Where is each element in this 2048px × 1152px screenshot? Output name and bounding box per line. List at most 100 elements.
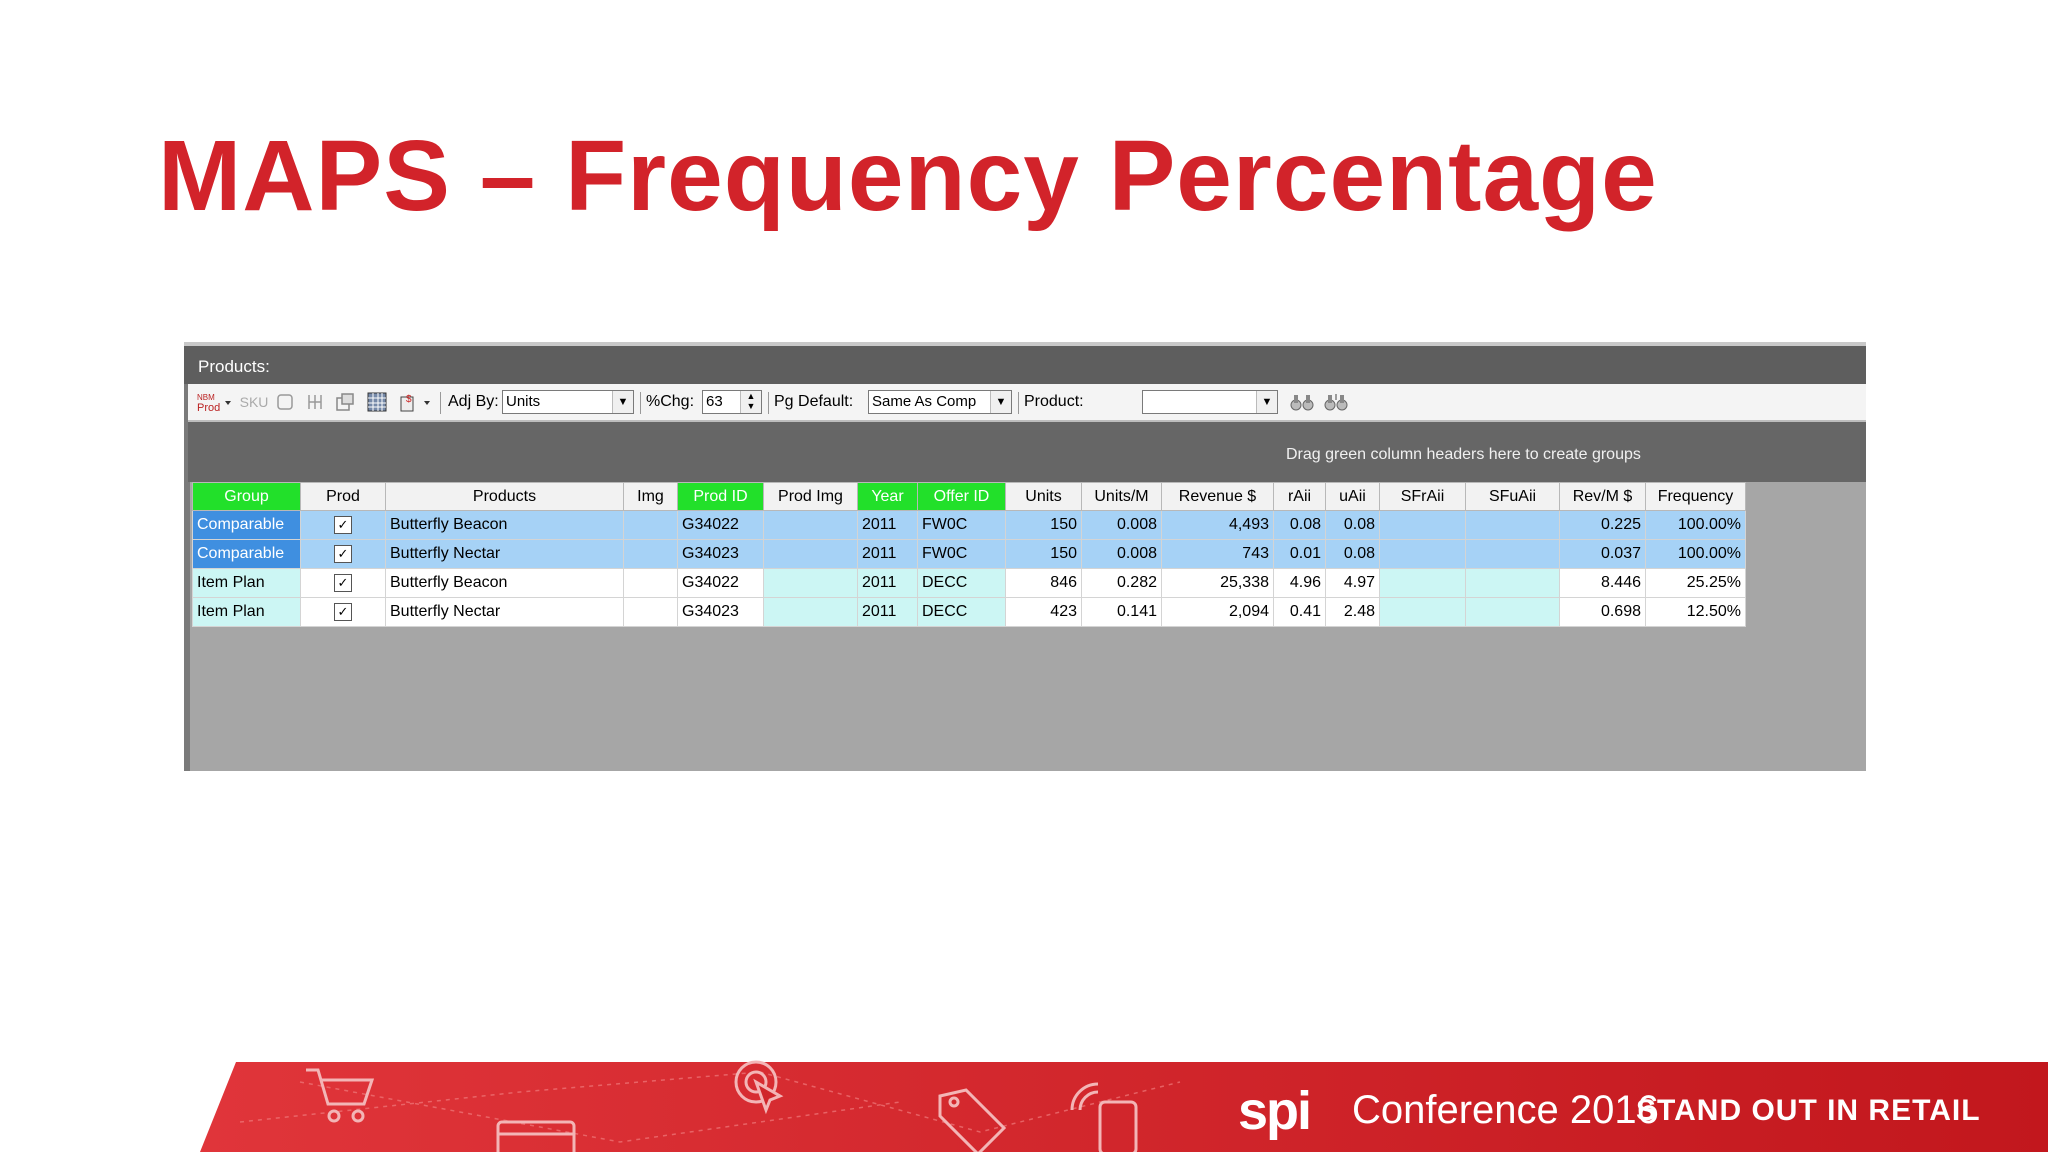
group-cell[interactable]: Comparable [192, 510, 301, 540]
rev-m-cell[interactable]: 0.225 [1559, 510, 1646, 540]
raii-cell[interactable]: 4.96 [1273, 568, 1326, 598]
col-header-year[interactable]: Year [857, 482, 918, 511]
col-header-sfraii[interactable]: SFrAii [1379, 482, 1466, 511]
revenue-cell[interactable]: 25,338 [1161, 568, 1274, 598]
sfraii-cell[interactable] [1379, 568, 1466, 598]
rev-m-cell[interactable]: 0.698 [1559, 597, 1646, 627]
img-cell[interactable] [623, 539, 678, 569]
product-cell[interactable]: Butterfly Beacon [385, 568, 624, 598]
rev-m-cell[interactable]: 0.037 [1559, 539, 1646, 569]
frequency-cell[interactable]: 100.00% [1645, 510, 1746, 540]
product-cell[interactable]: Butterfly Nectar [385, 539, 624, 569]
group-cell[interactable]: Item Plan [192, 568, 301, 598]
year-cell[interactable]: 2011 [857, 597, 918, 627]
frequency-cell[interactable]: 25.25% [1645, 568, 1746, 598]
col-header-group[interactable]: Group [192, 482, 301, 511]
copy-icon[interactable] [332, 390, 358, 414]
prod-img-cell[interactable] [763, 597, 858, 627]
prod-cell[interactable]: ✓ [300, 539, 386, 569]
col-header-units-m[interactable]: Units/M [1081, 482, 1162, 511]
col-header-prod-img[interactable]: Prod Img [763, 482, 858, 511]
prod-checkbox[interactable]: ✓ [334, 574, 352, 592]
prod-checkbox[interactable]: ✓ [334, 603, 352, 621]
uaii-cell[interactable]: 2.48 [1325, 597, 1380, 627]
units-cell[interactable]: 150 [1005, 510, 1082, 540]
prod-id-cell[interactable]: G34023 [677, 597, 764, 627]
sku-icon[interactable]: SKU [239, 394, 269, 410]
sfuaii-cell[interactable] [1465, 510, 1560, 540]
col-header-offer-id[interactable]: Offer ID [917, 482, 1006, 511]
offer-id-cell[interactable]: DECC [917, 568, 1006, 598]
prod-cell[interactable]: ✓ [300, 510, 386, 540]
table-row[interactable]: Comparable ✓ Butterfly Beacon G34022 201… [192, 510, 1746, 540]
chevron-down-icon[interactable]: ▼ [1256, 391, 1277, 413]
prod-id-cell[interactable]: G34022 [677, 510, 764, 540]
sfuaii-cell[interactable] [1465, 539, 1560, 569]
product-cell[interactable]: Butterfly Nectar [385, 597, 624, 627]
year-cell[interactable]: 2011 [857, 539, 918, 569]
col-header-uaii[interactable]: uAii [1325, 482, 1380, 511]
units-cell[interactable]: 150 [1005, 539, 1082, 569]
adj-by-select[interactable]: Units ▼ [502, 390, 634, 414]
table-row[interactable]: Item Plan ✓ Butterfly Beacon G34022 2011… [192, 568, 1746, 598]
col-header-raii[interactable]: rAii [1273, 482, 1326, 511]
prod-checkbox[interactable]: ✓ [334, 545, 352, 563]
offer-id-cell[interactable]: FW0C [917, 510, 1006, 540]
sfuaii-cell[interactable] [1465, 568, 1560, 598]
binoculars-icon[interactable] [1288, 390, 1316, 414]
sfraii-cell[interactable] [1379, 510, 1466, 540]
col-header-sfuaii[interactable]: SFuAii [1465, 482, 1560, 511]
prod-img-cell[interactable] [763, 539, 858, 569]
nbm-prod-icon[interactable]: NBM Prod [194, 390, 234, 414]
binoculars-next-icon[interactable] [1322, 390, 1350, 414]
revenue-cell[interactable]: 4,493 [1161, 510, 1274, 540]
sfraii-cell[interactable] [1379, 539, 1466, 569]
col-header-prod-id[interactable]: Prod ID [677, 482, 764, 511]
rev-m-cell[interactable]: 8.446 [1559, 568, 1646, 598]
product-select[interactable]: ▼ [1142, 390, 1278, 414]
raii-cell[interactable]: 0.08 [1273, 510, 1326, 540]
clear-icon[interactable] [272, 390, 298, 414]
group-cell[interactable]: Item Plan [192, 597, 301, 627]
col-header-prod[interactable]: Prod [300, 482, 386, 511]
col-header-rev-m[interactable]: Rev/M $ [1559, 482, 1646, 511]
sfuaii-cell[interactable] [1465, 597, 1560, 627]
uaii-cell[interactable]: 4.97 [1325, 568, 1380, 598]
offer-id-cell[interactable]: FW0C [917, 539, 1006, 569]
sfraii-cell[interactable] [1379, 597, 1466, 627]
units-cell[interactable]: 423 [1005, 597, 1082, 627]
units-m-cell[interactable]: 0.008 [1081, 510, 1162, 540]
units-m-cell[interactable]: 0.008 [1081, 539, 1162, 569]
col-header-products[interactable]: Products [385, 482, 624, 511]
col-header-img[interactable]: Img [623, 482, 678, 511]
col-header-revenue[interactable]: Revenue $ [1161, 482, 1274, 511]
price-icon[interactable]: $ [396, 390, 436, 414]
grid-icon[interactable] [364, 390, 390, 414]
prod-id-cell[interactable]: G34022 [677, 568, 764, 598]
prod-img-cell[interactable] [763, 568, 858, 598]
uaii-cell[interactable]: 0.08 [1325, 539, 1380, 569]
col-header-frequency[interactable]: Frequency [1645, 482, 1746, 511]
prod-checkbox[interactable]: ✓ [334, 516, 352, 534]
stepper-arrows-icon[interactable]: ▲ ▼ [740, 391, 761, 413]
group-cell[interactable]: Comparable [192, 539, 301, 569]
prod-cell[interactable]: ✓ [300, 568, 386, 598]
offer-id-cell[interactable]: DECC [917, 597, 1006, 627]
prod-cell[interactable]: ✓ [300, 597, 386, 627]
frequency-cell[interactable]: 100.00% [1645, 539, 1746, 569]
img-cell[interactable] [623, 568, 678, 598]
year-cell[interactable]: 2011 [857, 510, 918, 540]
frequency-cell[interactable]: 12.50% [1645, 597, 1746, 627]
hierarchy-icon[interactable] [302, 390, 328, 414]
chevron-down-icon[interactable]: ▼ [990, 391, 1011, 413]
revenue-cell[interactable]: 2,094 [1161, 597, 1274, 627]
img-cell[interactable] [623, 597, 678, 627]
year-cell[interactable]: 2011 [857, 568, 918, 598]
units-m-cell[interactable]: 0.282 [1081, 568, 1162, 598]
prod-id-cell[interactable]: G34023 [677, 539, 764, 569]
product-cell[interactable]: Butterfly Beacon [385, 510, 624, 540]
units-cell[interactable]: 846 [1005, 568, 1082, 598]
chevron-down-icon[interactable]: ▼ [612, 391, 633, 413]
raii-cell[interactable]: 0.41 [1273, 597, 1326, 627]
units-m-cell[interactable]: 0.141 [1081, 597, 1162, 627]
